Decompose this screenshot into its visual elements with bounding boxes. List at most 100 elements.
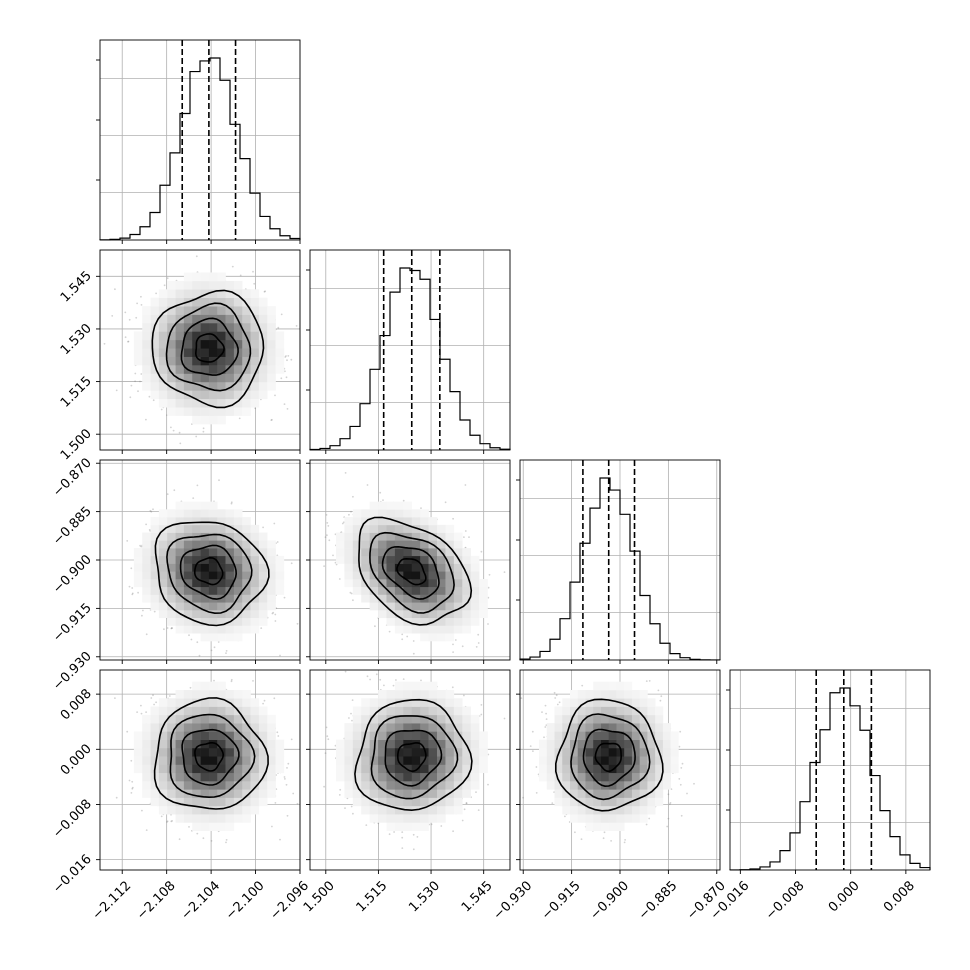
density-cell-3-2-16-15	[655, 706, 664, 716]
density-cell-3-0-11-12	[217, 731, 226, 740]
density-cell-2-0-15-12	[250, 548, 260, 557]
density-cell-1-0-10-18	[208, 272, 218, 282]
density-cell-2-1-10-14	[411, 532, 421, 541]
density-cell-3-0-10-17	[208, 690, 218, 699]
sample-point-2-0-848	[296, 622, 299, 625]
density-cell-2-0-3-10	[150, 563, 160, 572]
density-cell-3-1-14-8	[445, 764, 455, 774]
density-cell-3-0-10-9	[208, 756, 218, 765]
sample-point-3-1-1250	[350, 712, 352, 715]
sample-point-3-0-1402	[171, 820, 174, 822]
density-cell-3-1-10-4	[411, 797, 421, 807]
sample-point-1-0-1557	[263, 290, 266, 293]
density-cell-2-1-16-2	[462, 625, 471, 634]
density-cell-3-1-7-8	[386, 764, 396, 774]
sample-point-3-2-424	[660, 695, 663, 698]
density-cell-3-1-15-10	[453, 747, 463, 757]
sample-point-2-0-580	[170, 627, 173, 630]
sample-point-3-2-740	[551, 802, 554, 804]
density-cell-3-0-1-10	[133, 747, 143, 757]
density-cell-2-1-7-8	[386, 579, 396, 588]
density-cell-3-1-8-8	[394, 764, 404, 774]
density-cell-1-0-2-6	[142, 373, 151, 383]
density-cell-3-1-14-15	[445, 706, 455, 716]
density-cell-2-0-14-11	[242, 555, 251, 564]
density-cell-3-1-7-15	[386, 706, 396, 716]
density-cell-3-0-17-5	[267, 789, 276, 798]
sample-point-3-1-1596	[325, 726, 328, 729]
sample-point-1-0-367	[195, 255, 198, 258]
density-cell-2-0-18-9	[275, 571, 285, 580]
sample-point-2-0-1559	[190, 638, 193, 641]
density-cell-2-1-8-4	[394, 610, 404, 619]
density-cell-2-0-4-11	[158, 555, 168, 564]
density-cell-3-2-10-18	[608, 681, 617, 691]
sample-point-3-0-1874	[279, 838, 281, 841]
density-cell-2-1-15-2	[453, 625, 463, 634]
density-cell-2-1-18-6	[479, 594, 488, 603]
density-cell-1-0-7-17	[183, 280, 193, 290]
contour-3-2-3	[555, 698, 664, 812]
density-cell-3-2-4-13	[562, 723, 571, 732]
sample-point-3-2-280	[545, 718, 548, 720]
sample-point-3-2-1321	[678, 778, 681, 780]
density-cell-1-0-17-5	[267, 381, 276, 391]
density-cell-2-1-7-9	[386, 571, 396, 580]
sample-point-2-1-1606	[341, 522, 344, 525]
density-cell-2-1-11-15	[420, 524, 429, 533]
sample-point-3-0-1179	[225, 839, 228, 841]
density-cell-3-1-2-11	[344, 739, 354, 749]
sample-point-3-0-1792	[230, 678, 233, 681]
sample-point-2-0-664	[196, 484, 199, 487]
density-cell-3-1-1-9	[335, 756, 345, 765]
sample-point-3-0-1795	[283, 776, 286, 778]
density-cell-2-0-1-12	[133, 548, 143, 557]
density-cell-3-2-3-12	[554, 731, 563, 740]
density-cell-1-0-7-12	[183, 322, 193, 332]
x-tick-label-0-0: −2.112	[90, 878, 135, 923]
density-cell-3-2-5-13	[570, 723, 579, 732]
density-cell-3-0-15-4	[250, 797, 260, 807]
density-cell-2-1-17-4	[470, 610, 480, 619]
density-cell-3-0-11-11	[217, 739, 226, 749]
density-cell-3-1-16-8	[462, 764, 471, 774]
density-cell-2-0-15-15	[250, 524, 260, 533]
sample-point-1-0-659	[202, 427, 205, 430]
sample-point-2-0-1107	[145, 633, 148, 636]
density-cell-2-1-13-7	[437, 586, 446, 595]
density-cell-3-2-6-11	[577, 739, 586, 749]
density-cell-2-1-2-12	[344, 548, 354, 557]
density-cell-1-0-2-10	[142, 339, 151, 349]
sample-point-2-0-346	[225, 650, 228, 652]
histogram-step-1	[309, 267, 511, 451]
density-cell-3-1-7-4	[386, 797, 396, 807]
density-cell-1-0-11-11	[217, 331, 226, 341]
panel-bg-1-1	[310, 250, 510, 450]
sample-point-3-0-1973	[131, 780, 134, 783]
density-cell-2-0-2-8	[142, 579, 151, 588]
density-cell-3-2-16-5	[655, 789, 664, 798]
sample-point-3-1-688	[463, 808, 466, 811]
density-cell-2-1-9-18	[403, 501, 413, 510]
density-cell-1-0-17-10	[267, 339, 276, 349]
density-cell-2-1-1-13	[335, 540, 345, 549]
density-cell-2-0-12-12	[225, 548, 235, 557]
y-tick-label-3-3: 0.008	[58, 686, 95, 723]
density-cell-1-0-4-3	[158, 398, 168, 408]
sample-point-3-0-815	[271, 825, 273, 828]
density-cell-3-2-6-13	[577, 723, 586, 732]
sample-point-1-0-1979	[178, 431, 181, 434]
sample-point-2-0-589	[188, 634, 190, 637]
density-cell-3-2-8-13	[593, 723, 602, 732]
sample-point-1-0-1223	[239, 274, 242, 277]
density-cell-2-1-14-4	[445, 610, 455, 619]
sample-point-3-0-985	[274, 802, 277, 804]
density-cell-3-0-7-4	[183, 797, 193, 807]
sample-point-3-1-1600	[377, 822, 380, 825]
density-cell-3-2-9-8	[600, 764, 610, 774]
density-cell-2-0-2-9	[142, 571, 151, 580]
density-cell-2-0-4-14	[158, 532, 168, 541]
density-cell-2-1-6-9	[378, 571, 387, 580]
density-cell-3-2-15-5	[647, 789, 656, 798]
density-cell-2-1-15-3	[453, 617, 463, 626]
